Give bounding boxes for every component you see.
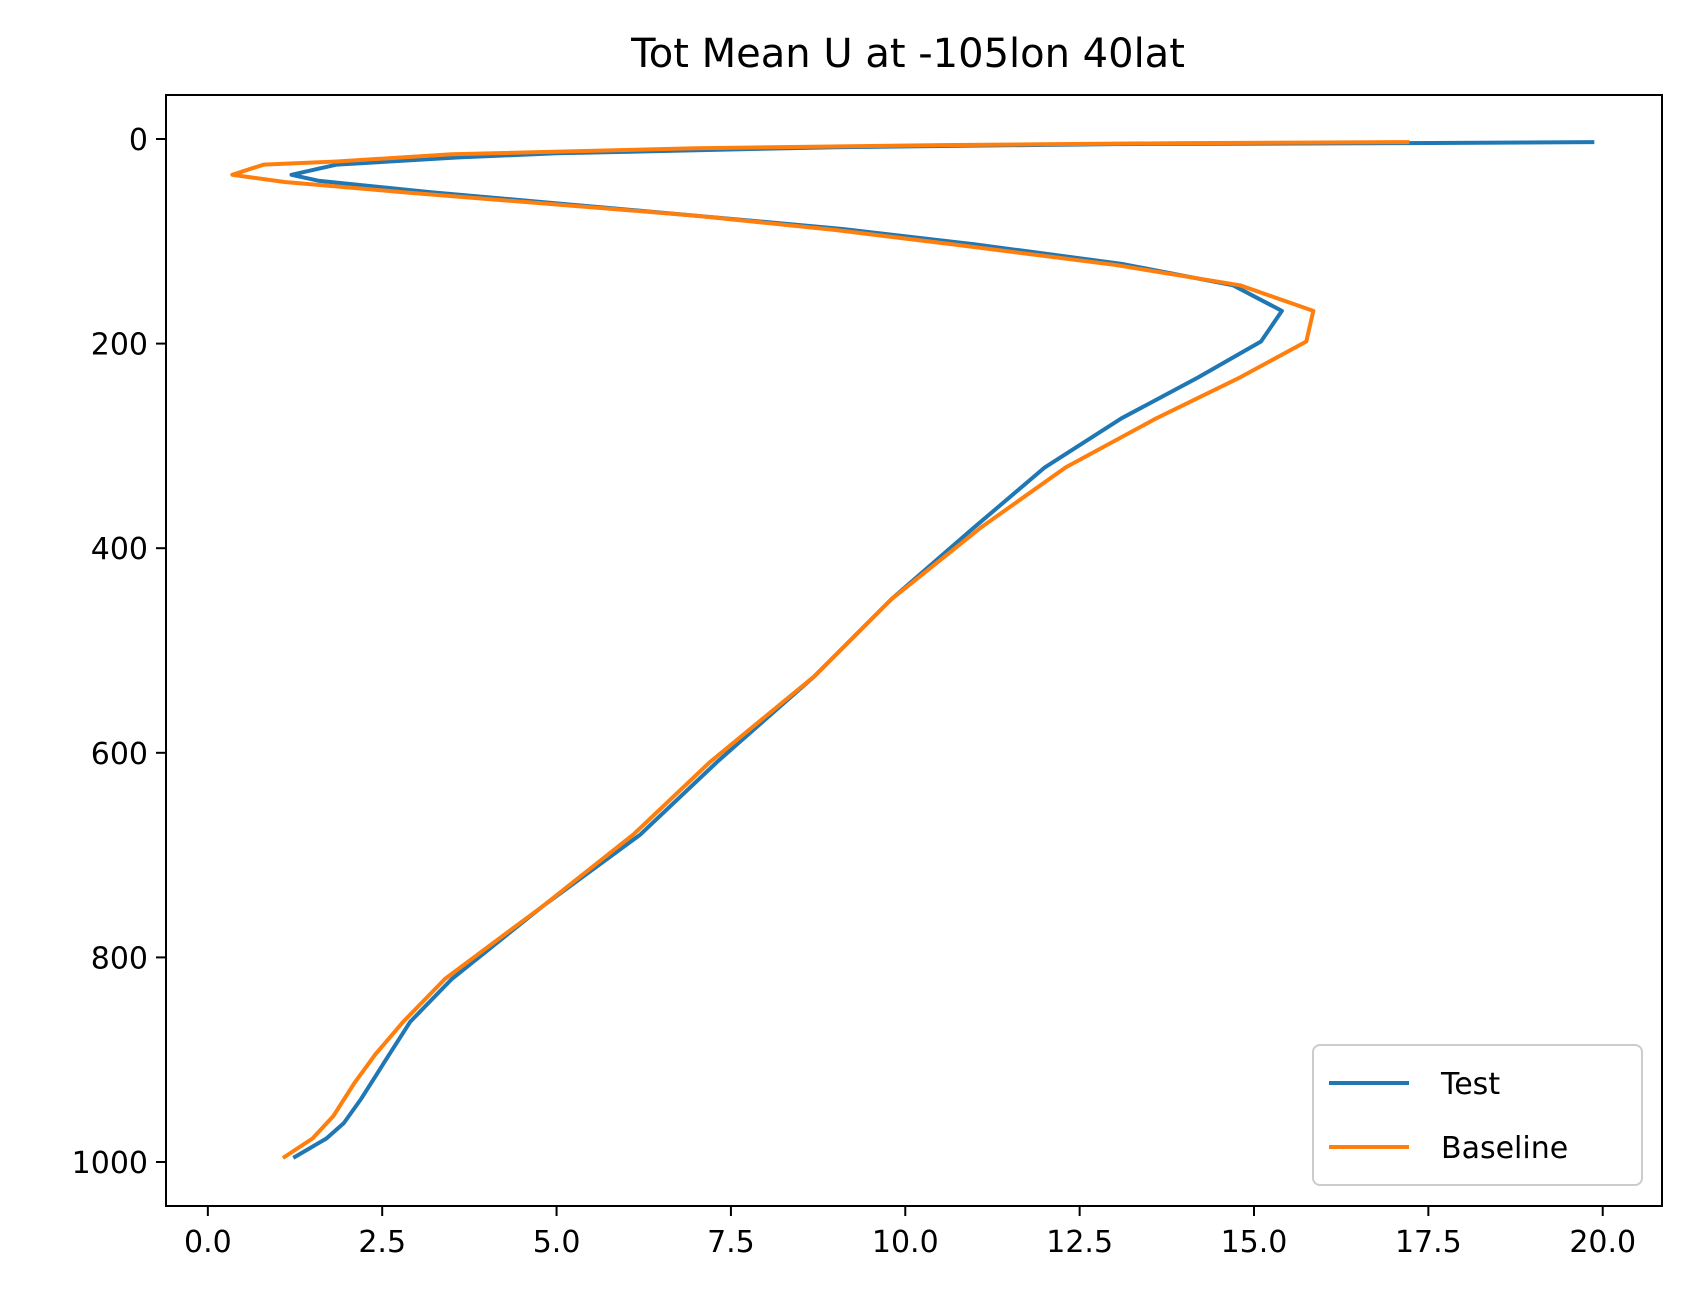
- legend-label-test: Test: [1440, 1067, 1500, 1102]
- series-line-baseline: [230, 140, 1410, 1160]
- x-tick-label: 17.5: [1395, 1225, 1462, 1260]
- x-tick-label: 10.0: [872, 1225, 939, 1260]
- x-tick-label: 5.0: [533, 1225, 581, 1260]
- y-tick-label: 800: [91, 941, 148, 976]
- legend: Test Baseline: [1312, 1044, 1643, 1186]
- x-tick-label: 12.5: [1046, 1225, 1113, 1260]
- legend-box: [1312, 1044, 1643, 1186]
- x-axis: 0.0 2.5 5.0 7.5 10.0 12.5 15.0 17.5 20.0: [184, 1206, 1636, 1260]
- y-tick-label: 0: [129, 123, 148, 158]
- x-tick-label: 15.0: [1221, 1225, 1288, 1260]
- x-tick-label: 2.5: [358, 1225, 406, 1260]
- y-tick-label: 600: [91, 737, 148, 772]
- y-tick-label: 1000: [72, 1146, 148, 1181]
- chart-title: Tot Mean U at -105lon 40lat: [630, 31, 1185, 77]
- legend-label-baseline: Baseline: [1441, 1131, 1568, 1166]
- x-tick-label: 7.5: [707, 1225, 755, 1260]
- plot-area: [165, 94, 1663, 1207]
- y-tick-label: 400: [91, 532, 148, 567]
- y-axis: 0 200 400 600 800 1000: [72, 123, 166, 1181]
- plot-frame: [165, 94, 1663, 1207]
- series-line-test: [289, 140, 1595, 1160]
- y-tick-label: 200: [91, 328, 148, 363]
- x-tick-label: 20.0: [1569, 1225, 1636, 1260]
- x-tick-label: 0.0: [184, 1225, 232, 1260]
- series-layer: [230, 140, 1595, 1160]
